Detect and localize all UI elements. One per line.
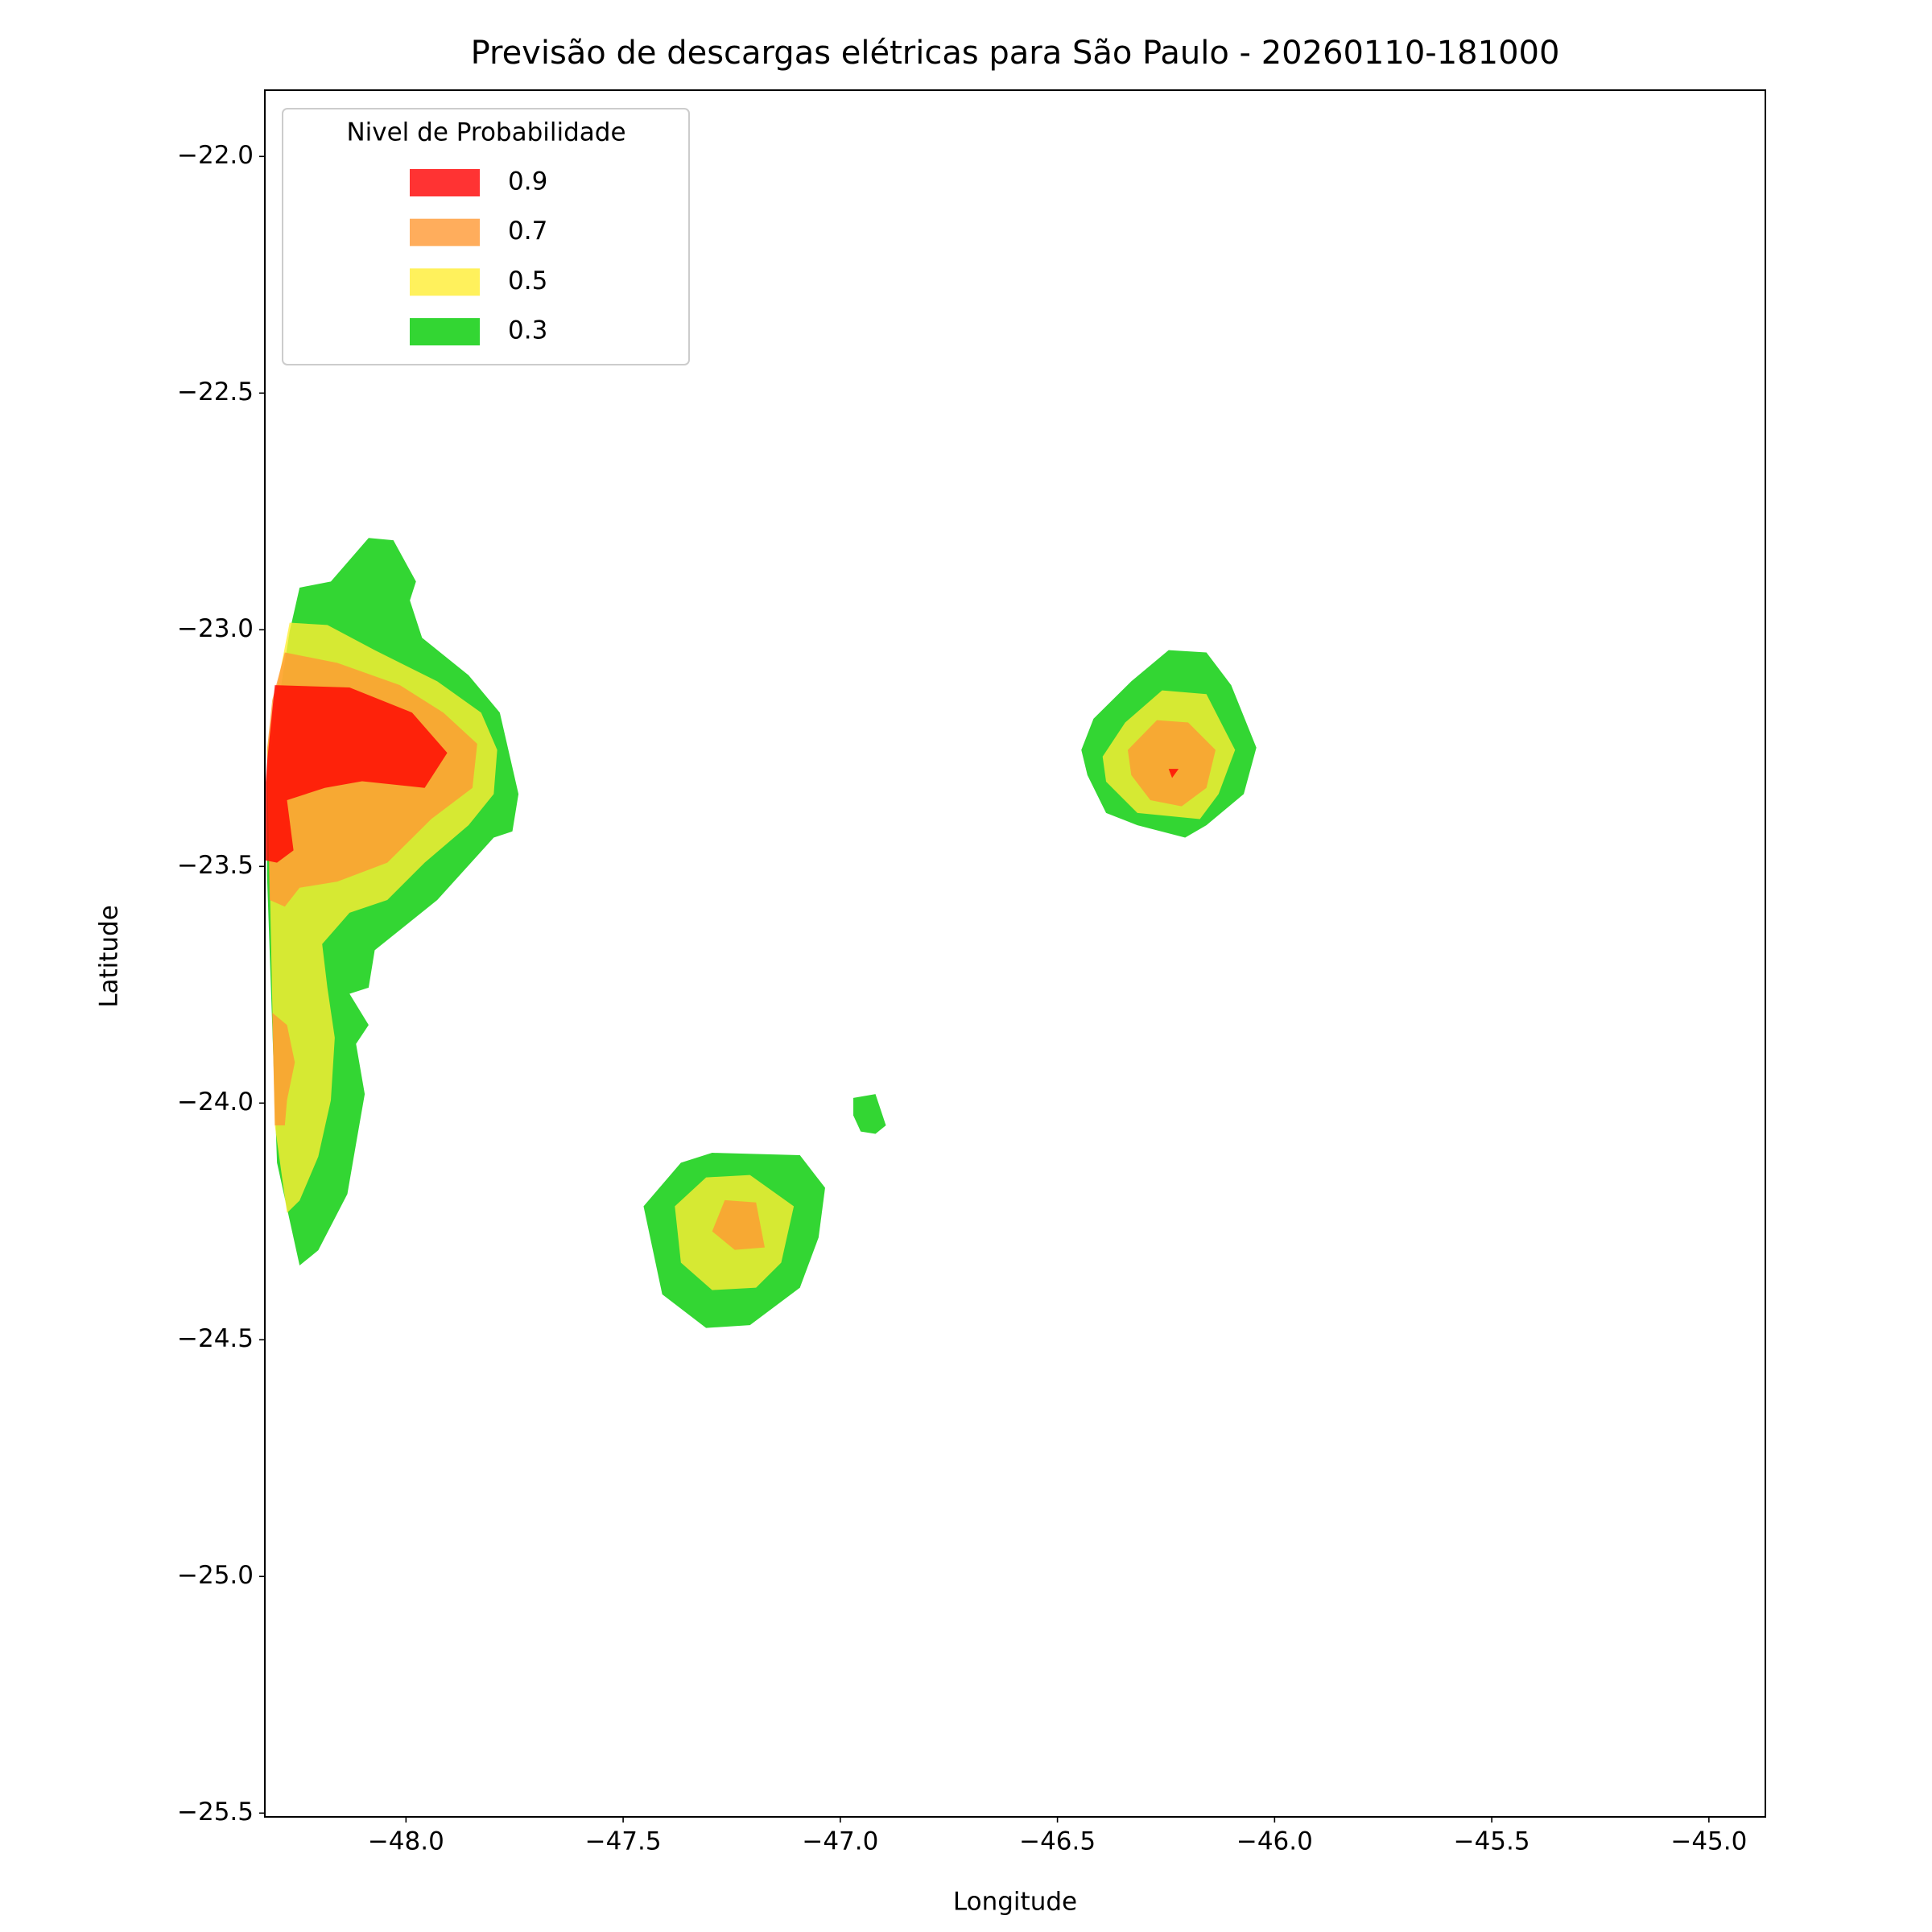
contour-region [1128, 720, 1216, 807]
contour-region [712, 1199, 765, 1250]
legend-label: 0.3 [508, 316, 547, 345]
x-tick-label: −46.5 [1019, 1827, 1096, 1856]
y-tick-label: −22.0 [177, 141, 254, 170]
legend-swatch [410, 318, 480, 346]
x-tick-label: −45.5 [1454, 1827, 1530, 1856]
x-tick-label: −46.0 [1236, 1827, 1313, 1856]
y-tick-label: −23.0 [177, 614, 254, 643]
legend: Nivel de Probabilidade 0.9 0.7 0.5 0.3 [282, 108, 690, 365]
contour-layer [265, 538, 1257, 1328]
x-tick-label: −47.5 [585, 1827, 662, 1856]
legend-title: Nivel de Probabilidade [346, 118, 625, 147]
y-tick-label: −22.5 [177, 378, 254, 407]
axes-frame [264, 89, 1766, 1818]
y-tick-label: −24.5 [177, 1324, 254, 1353]
legend-swatch [410, 218, 480, 246]
legend-label: 0.5 [508, 266, 547, 295]
x-axis-label: Longitude [953, 1888, 1077, 1917]
x-tick-label: −45.0 [1670, 1827, 1747, 1856]
legend-swatch [410, 268, 480, 296]
y-tick-label: −24.0 [177, 1088, 254, 1117]
y-tick-label: −23.5 [177, 851, 254, 880]
x-tick-label: −48.0 [368, 1827, 444, 1856]
y-axis-label: Latitude [95, 905, 124, 1008]
legend-label: 0.7 [508, 217, 547, 246]
contour-region [265, 685, 448, 863]
legend-label: 0.9 [508, 167, 547, 196]
legend-box [282, 108, 690, 365]
chart-title: Previsão de descargas elétricas para São… [471, 35, 1560, 72]
contour-region [272, 1012, 295, 1125]
y-tick-label: −25.5 [177, 1798, 254, 1827]
contour-region [1168, 769, 1179, 778]
x-tick-label: −47.0 [802, 1827, 878, 1856]
contour-region [853, 1094, 886, 1134]
y-tick-label: −25.0 [177, 1561, 254, 1590]
legend-swatch [410, 169, 480, 196]
